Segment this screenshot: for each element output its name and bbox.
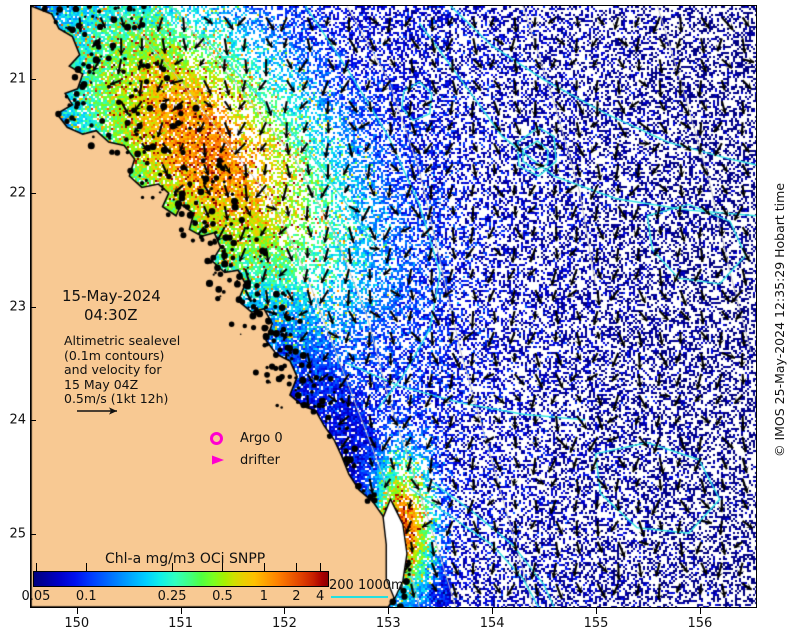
colorbar-tick-mark xyxy=(320,563,322,571)
x-tick-mark xyxy=(388,608,390,614)
map-symbol-legend: Argo 0 drifter xyxy=(210,427,283,471)
y-tick-mark xyxy=(30,78,36,80)
colorbar-tick-label: 0.5 xyxy=(212,589,233,604)
colorbar-tick-label: 4 xyxy=(315,589,325,604)
caption-line-1: (0.1m contours) xyxy=(64,347,165,363)
x-tick-mark xyxy=(596,608,598,614)
date-time-stamp: 15-May-2024 04:30Z xyxy=(62,287,161,325)
x-tick-mark xyxy=(76,608,78,614)
legend-item-drifter: drifter xyxy=(210,449,283,471)
y-tick-label: 22 xyxy=(9,185,26,201)
y-tick-mark xyxy=(30,420,36,422)
y-tick-mark xyxy=(30,192,36,194)
argo-label: Argo 0 xyxy=(240,430,283,446)
y-tick-label: 25 xyxy=(9,526,26,542)
colorbar-tick-label: 0.1 xyxy=(75,589,97,604)
y-tick-label: 24 xyxy=(9,412,26,428)
x-tick-label: 150 xyxy=(64,616,90,631)
colorbar-gradient xyxy=(33,571,329,587)
x-tick-label: 152 xyxy=(272,616,297,631)
colorbar-tick-mark xyxy=(263,563,265,571)
bathymetry-legend-line-icon xyxy=(331,596,388,598)
x-tick-mark xyxy=(284,608,286,614)
colorbar-tick-mark xyxy=(222,563,224,571)
x-tick-mark xyxy=(180,608,182,614)
drifter-triangle-icon xyxy=(210,454,236,466)
bathymetry-legend-label: 200 1000m xyxy=(329,578,404,593)
colorbar-tick-label: 1 xyxy=(259,589,269,604)
map-caption: Altimetric sealevel (0.1m contours) and ve… xyxy=(64,333,181,407)
argo-ring-icon xyxy=(210,431,236,445)
velocity-scale-arrow-icon xyxy=(77,407,117,415)
x-tick-mark xyxy=(492,608,494,614)
colorbar-tick-label: 0.25 xyxy=(157,589,187,604)
stamp-time: 04:30Z xyxy=(84,306,138,324)
credit-text: © IMOS 25-May-2024 12:35:29 Hobart time xyxy=(772,182,787,458)
x-tick-label: 155 xyxy=(583,616,609,631)
x-tick-label: 151 xyxy=(168,616,193,631)
chlorophyll-map-canvas xyxy=(31,6,756,607)
colorbar-tick-mark xyxy=(172,563,174,571)
colorbar-tick-mark xyxy=(35,563,37,571)
colorbar-title: Chl-a mg/m3 OCi SNPP xyxy=(105,551,266,567)
x-tick-mark xyxy=(699,608,701,614)
colorbar-tick-mark xyxy=(86,563,88,571)
legend-item-argo: Argo 0 xyxy=(210,427,283,449)
y-tick-label: 21 xyxy=(9,71,26,87)
colorbar-tick-mark xyxy=(296,563,298,571)
colorbar-tick-label: 0.05 xyxy=(21,589,51,604)
drifter-label: drifter xyxy=(240,452,280,468)
caption-line-2: and velocity for xyxy=(64,362,162,378)
map-plot-area[interactable] xyxy=(30,5,757,608)
y-tick-mark xyxy=(30,534,36,536)
x-tick-label: 156 xyxy=(687,616,713,631)
caption-line-4: 0.5m/s (1kt 12h) xyxy=(64,391,169,407)
colorbar-tick-label: 2 xyxy=(292,589,301,604)
x-tick-label: 154 xyxy=(479,616,505,631)
caption-line-0: Altimetric sealevel xyxy=(64,333,181,348)
stamp-date: 15-May-2024 xyxy=(62,287,161,305)
x-tick-label: 153 xyxy=(375,616,401,631)
y-tick-label: 23 xyxy=(9,299,26,314)
y-tick-mark xyxy=(30,306,36,308)
caption-line-3: 15 May 04Z xyxy=(64,376,139,392)
